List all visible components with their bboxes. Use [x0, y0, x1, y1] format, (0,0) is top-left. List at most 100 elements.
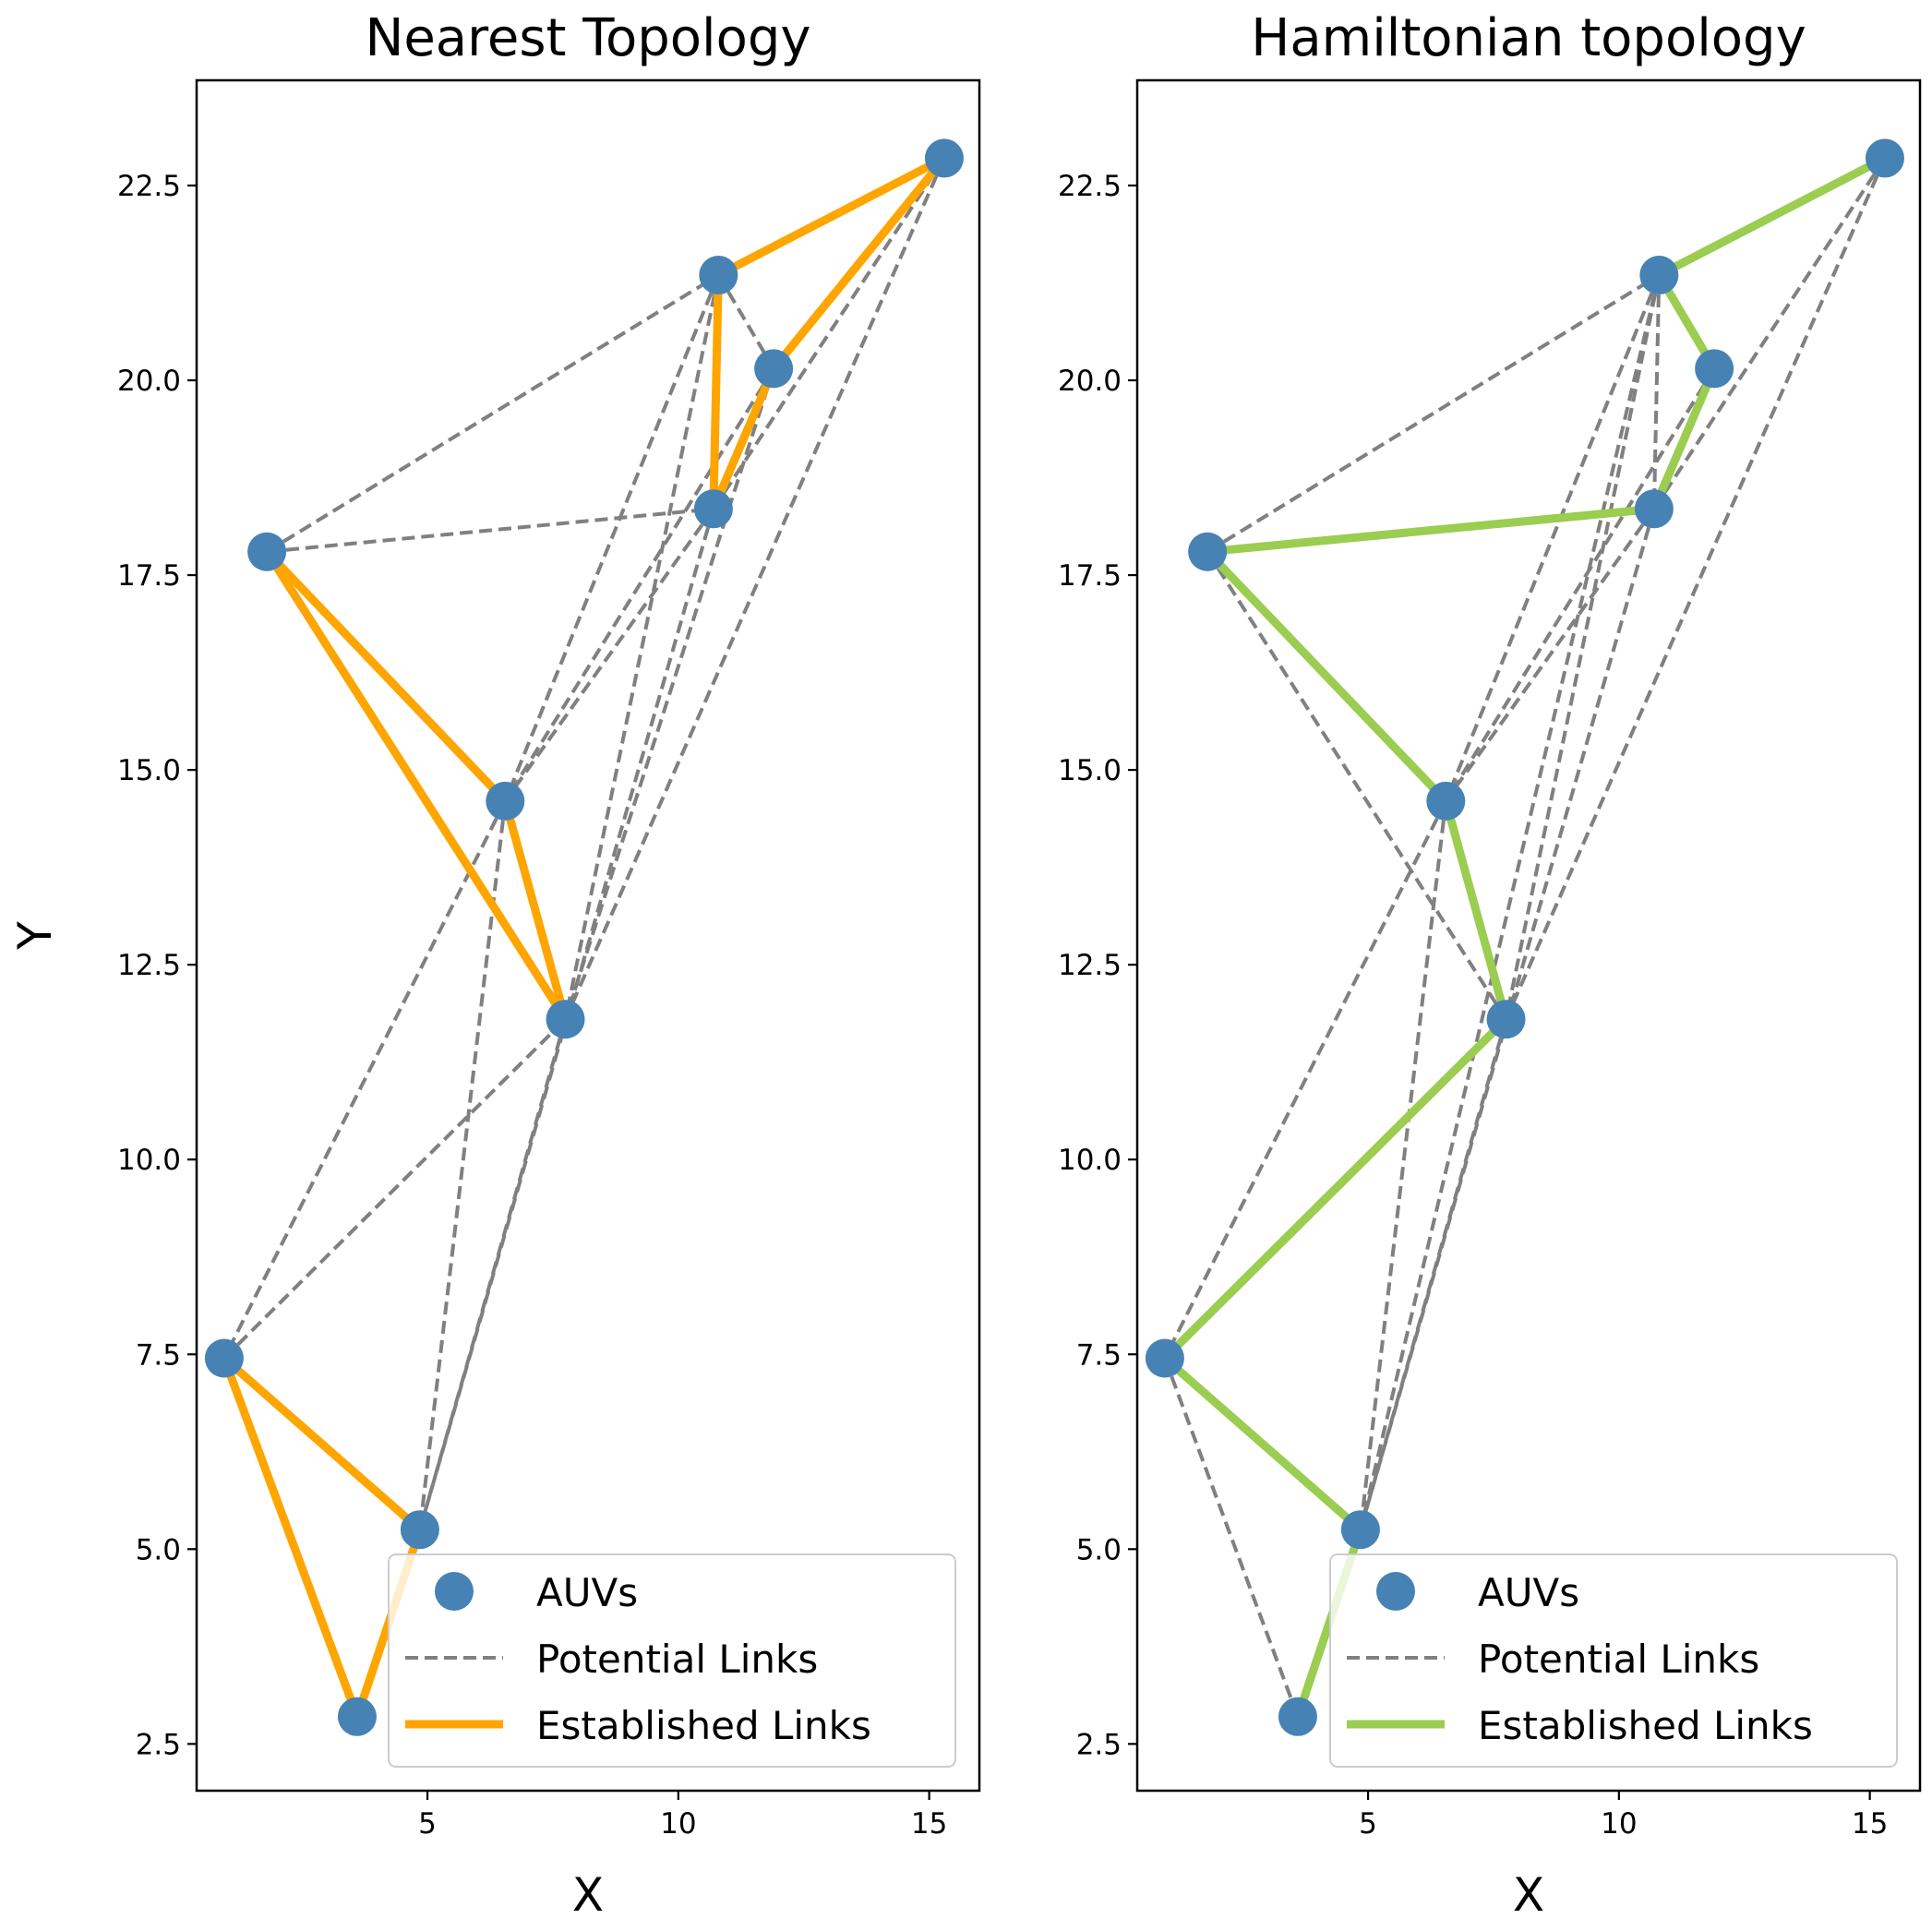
auv-node	[754, 349, 794, 389]
y-tick-label: 15.0	[1058, 754, 1122, 787]
auv-node	[1639, 256, 1679, 295]
established-link	[221, 1355, 423, 1533]
auv-node	[1340, 1510, 1380, 1550]
panel-hamiltonian-topology: 5 10 15 2.5 5.0 7.5 10.0 12.5 15.0 17.5 20.0 22.5 Ha…	[1058, 8, 1922, 1919]
y-tick-label: 12.5	[117, 949, 181, 982]
established-link	[1161, 1016, 1509, 1361]
auv-node	[1278, 1697, 1317, 1736]
auv-node	[546, 1000, 585, 1039]
x-axis-label: X	[1513, 1868, 1544, 1919]
y-tick-label: 5.0	[1076, 1533, 1122, 1566]
potential-link	[503, 508, 715, 803]
established-link	[263, 548, 509, 804]
legend-label: AUVs	[1478, 1570, 1579, 1615]
established-link	[709, 274, 723, 510]
potential-link	[1358, 274, 1662, 1530]
y-tick-label: 10.0	[1058, 1144, 1122, 1177]
potential-link	[1444, 274, 1662, 802]
y-tick-label: 7.5	[1076, 1338, 1122, 1372]
y-axis-label: Y	[8, 921, 62, 951]
auv-node	[699, 256, 738, 295]
potential-link	[503, 367, 775, 802]
potential-link	[222, 1017, 567, 1360]
established-link	[1657, 154, 1888, 280]
auv-node	[1634, 489, 1674, 529]
x-tick-label: 10	[660, 1807, 696, 1841]
auv-node	[1486, 1000, 1526, 1039]
legend-marker-auvs	[435, 1572, 474, 1611]
auv-node	[1695, 349, 1734, 389]
y-tick-label: 7.5	[136, 1338, 181, 1372]
y-tick-label: 20.0	[1058, 365, 1122, 398]
auv-node	[1426, 781, 1466, 821]
potential-link	[1358, 1018, 1508, 1530]
y-tick-label: 22.5	[117, 170, 181, 203]
auv-node	[924, 138, 964, 178]
established-link	[1650, 366, 1719, 511]
potential-link	[1206, 273, 1661, 554]
established-link	[500, 799, 570, 1021]
potential-link	[417, 1018, 568, 1530]
legend-label: Potential Links	[536, 1637, 818, 1682]
auv-node	[337, 1697, 377, 1736]
potential-link	[266, 507, 714, 554]
legend-label: Established Links	[536, 1703, 871, 1748]
auv-node	[1145, 1338, 1184, 1378]
y-tick-label: 5.0	[136, 1533, 181, 1566]
potential-link	[1504, 274, 1662, 1020]
y-tick-label: 17.5	[117, 559, 181, 593]
auv-node	[1865, 138, 1904, 178]
auv-node	[204, 1338, 244, 1378]
panel-nearest-topology: 5 10 15 2.5 5.0 7.5 10.0 12.5 15.0 17.5 20.0 22.5 Ne…	[8, 8, 981, 1919]
x-tick-label: 15	[911, 1807, 947, 1841]
x-tick-label: 5	[1359, 1807, 1377, 1841]
potential-link	[563, 367, 776, 1020]
legend: AUVs Potential Links Established Links	[1329, 1553, 1898, 1768]
established-link	[1441, 799, 1510, 1021]
established-link	[1204, 548, 1449, 804]
potential-link	[1444, 367, 1716, 802]
potential-link	[417, 800, 508, 1530]
legend: AUVs Potential Links Established Links	[388, 1553, 956, 1768]
auv-node	[693, 489, 733, 529]
legend-label: AUVs	[536, 1570, 638, 1615]
potential-link	[1163, 1357, 1300, 1718]
potential-link	[1504, 157, 1887, 1021]
chart-title: Nearest Topology	[365, 8, 810, 68]
x-tick-label: 10	[1601, 1807, 1637, 1841]
y-tick-label: 12.5	[1058, 949, 1122, 982]
potential-link	[712, 157, 946, 510]
axes-frame	[195, 78, 981, 1793]
established-link	[1206, 504, 1655, 557]
legend-box	[1329, 1553, 1898, 1768]
legend-box	[388, 1553, 956, 1768]
chart-title: Hamiltonian topology	[1251, 8, 1806, 68]
auv-node	[486, 781, 525, 821]
y-tick-label: 2.5	[136, 1728, 181, 1761]
y-tick-label: 2.5	[1076, 1728, 1122, 1761]
x-axis-label: X	[572, 1868, 604, 1919]
legend-label: Potential Links	[1478, 1637, 1759, 1682]
x-tick-label: 15	[1852, 1807, 1888, 1841]
potential-link	[1444, 508, 1656, 803]
established-link	[709, 366, 778, 511]
established-link	[770, 155, 948, 372]
potential-link	[1206, 550, 1508, 1021]
established-link	[220, 1356, 362, 1719]
potential-link	[563, 157, 946, 1021]
auv-node	[1188, 532, 1228, 571]
potential-link	[266, 273, 720, 554]
potential-link	[1652, 157, 1887, 510]
y-tick-label: 20.0	[117, 365, 181, 398]
axes-frame	[1135, 78, 1922, 1793]
legend-label: Established Links	[1478, 1703, 1813, 1748]
auv-node	[400, 1510, 439, 1550]
y-tick-label: 17.5	[1058, 559, 1122, 593]
potential-link	[1651, 275, 1662, 510]
auv-node	[247, 532, 287, 571]
potential-link	[563, 274, 721, 1020]
y-tick-label: 10.0	[117, 1144, 181, 1177]
y-tick-label: 15.0	[117, 754, 181, 787]
legend-marker-auvs	[1376, 1572, 1415, 1611]
